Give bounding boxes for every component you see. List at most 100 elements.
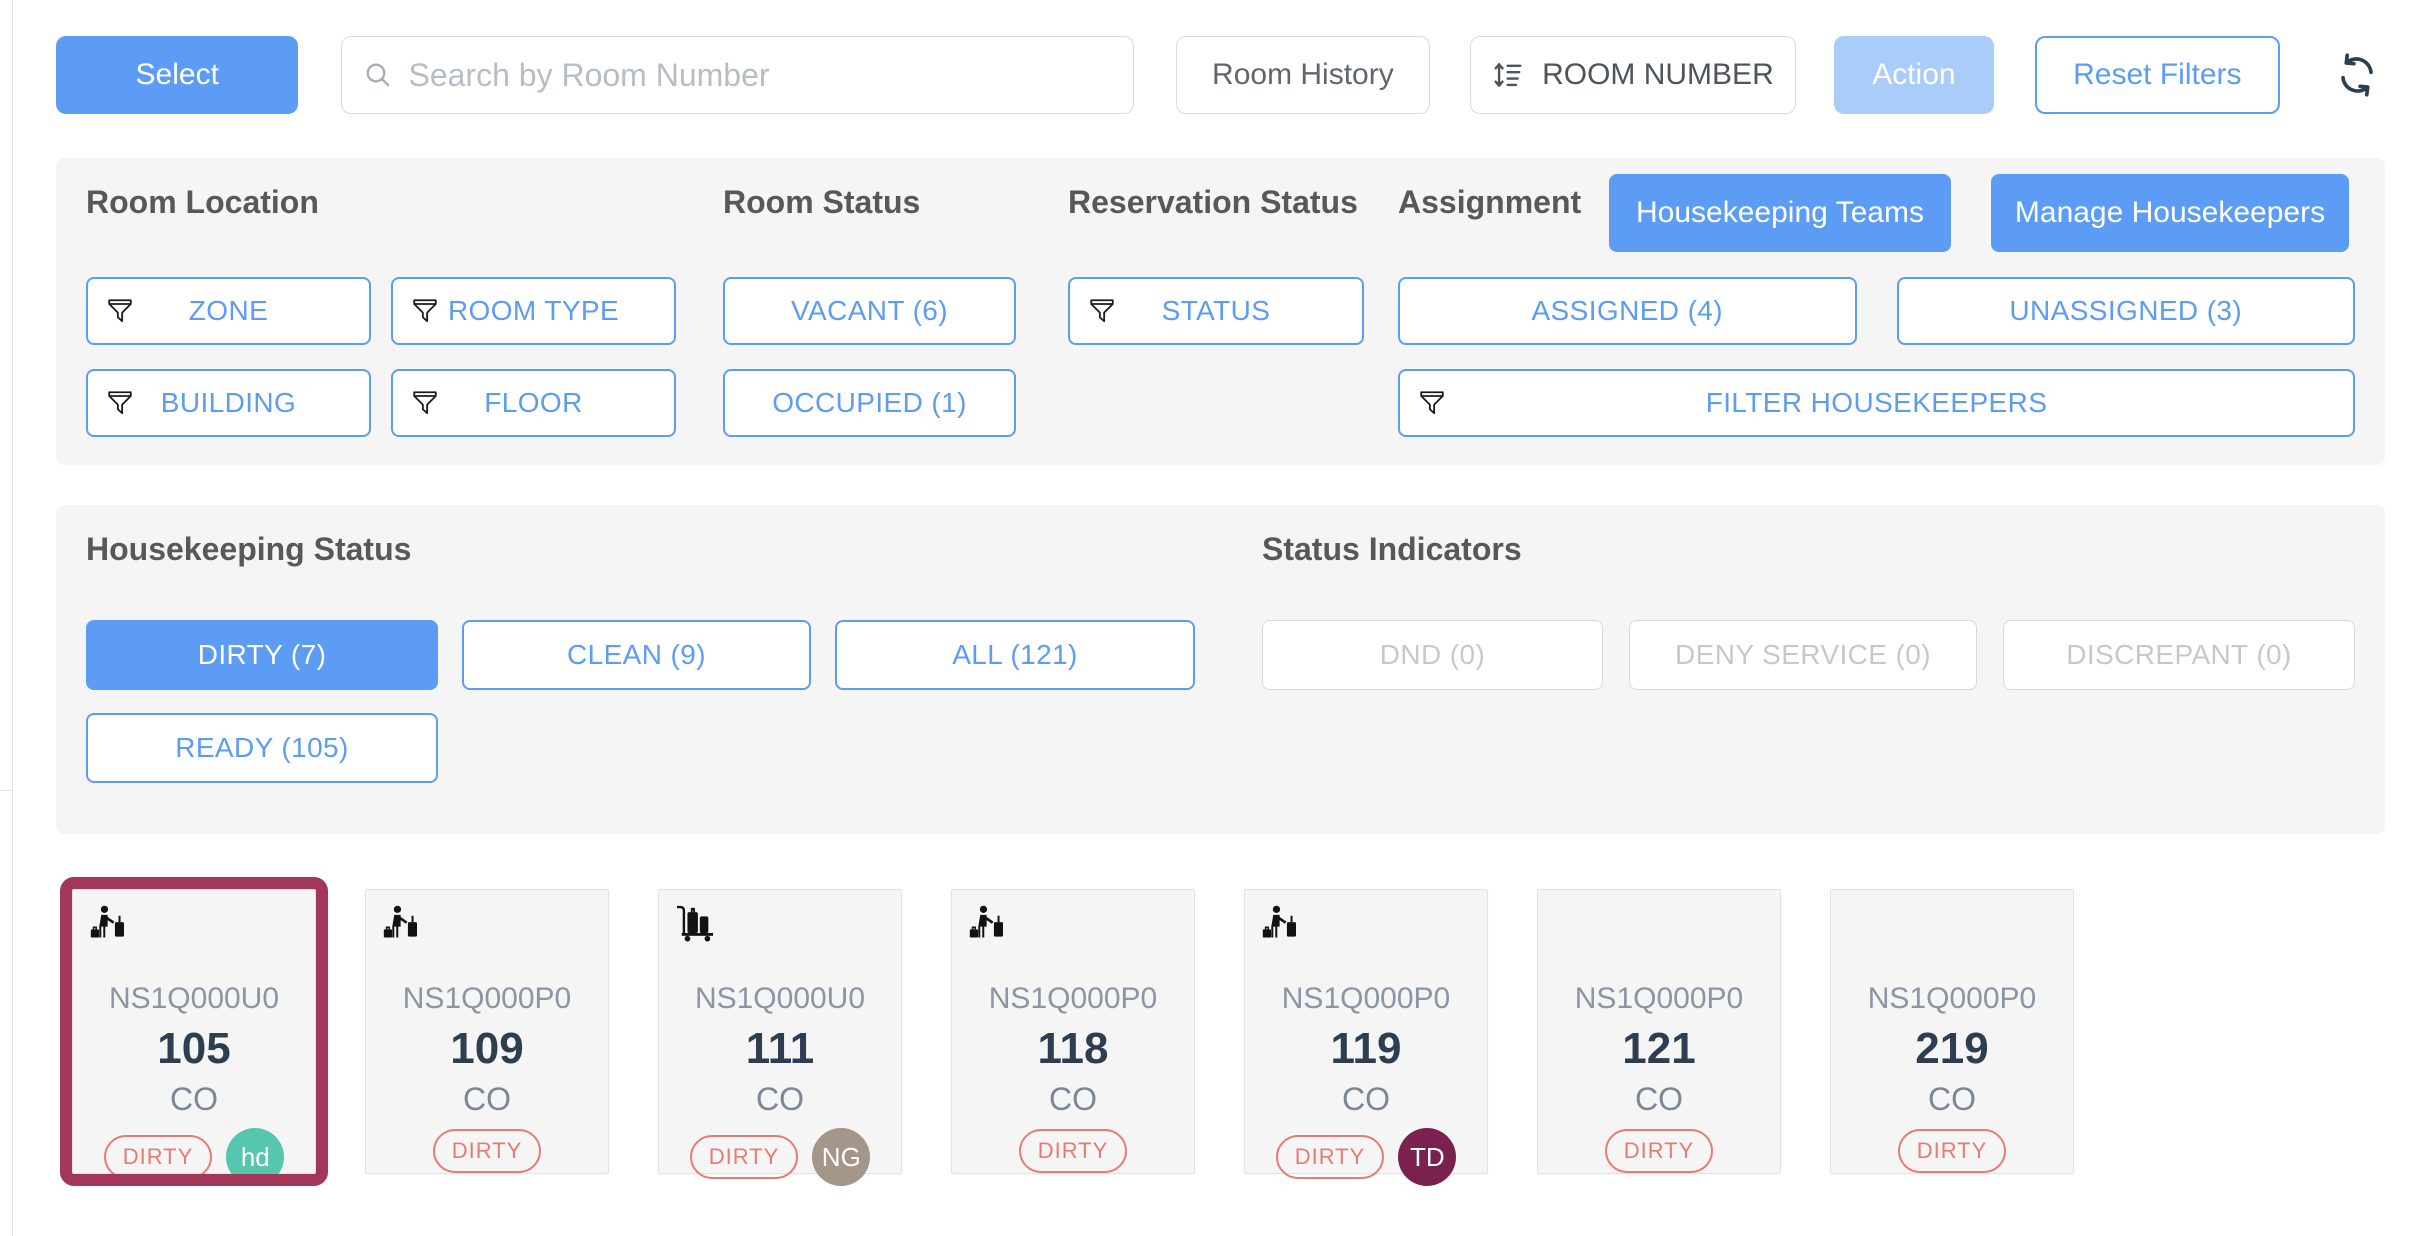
reservation-code: CO (463, 1081, 511, 1117)
search-box[interactable] (341, 36, 1134, 114)
room-type-filter-button[interactable]: ROOM TYPE (391, 277, 676, 345)
room-type-code: NS1Q000P0 (402, 982, 572, 1015)
reset-filters-button[interactable]: Reset Filters (2035, 36, 2280, 114)
assignment-title: Assignment (1398, 184, 1582, 220)
sort-label: ROOM NUMBER (1542, 58, 1774, 91)
assigned-filter-button[interactable]: ASSIGNED (4) (1398, 277, 1857, 345)
dirty-status-badge: DIRTY (689, 1135, 799, 1179)
assignment-group: Assignment ASSIGNED (4) UNASSIGNED (3) F… (1398, 184, 2355, 437)
dnd-filter-button[interactable]: DND (0) (1262, 620, 1603, 690)
dirty-status-badge: DIRTY (1275, 1135, 1385, 1179)
building-filter-button[interactable]: BUILDING (86, 369, 371, 437)
departure-guest-icon (382, 904, 422, 947)
unassigned-filter-button[interactable]: UNASSIGNED (3) (1896, 277, 2355, 345)
room-type-code: NS1Q000P0 (1574, 982, 1744, 1015)
dirty-status-badge: DIRTY (1018, 1128, 1128, 1173)
housekeeping-status-panel: Housekeeping Status DIRTY (7) CLEAN (9) … (56, 505, 2385, 834)
discrepant-filter-button[interactable]: DISCREPANT (0) (2003, 620, 2355, 690)
room-card[interactable]: NS1Q000P0 118 CO DIRTY (951, 889, 1195, 1174)
select-button[interactable]: Select (56, 36, 299, 114)
room-number: 109 (450, 1024, 524, 1073)
reservation-code: CO (170, 1081, 218, 1117)
filter-housekeepers-button[interactable]: FILTER HOUSEKEEPERS (1398, 369, 2355, 437)
dirty-status-badge: DIRTY (432, 1128, 542, 1173)
room-type-code: NS1Q000U0 (694, 982, 866, 1015)
room-card[interactable]: NS1Q000P0 109 CO DIRTY (365, 889, 609, 1174)
room-card[interactable]: NS1Q000U0 111 CO DIRTY NG (658, 889, 902, 1186)
reservation-code: CO (1049, 1081, 1097, 1117)
clean-filter-button[interactable]: CLEAN (9) (462, 620, 811, 690)
floor-filter-label: FLOOR (484, 387, 583, 418)
toolbar: Select Room History ROOM NUMBER Action R… (56, 36, 2385, 114)
filter-housekeepers-label: FILTER HOUSEKEEPERS (1705, 387, 2048, 418)
zone-filter-button[interactable]: ZONE (86, 277, 371, 345)
occupied-filter-button[interactable]: OCCUPIED (1) (723, 369, 1016, 437)
funnel-icon (411, 389, 439, 417)
room-number: 121 (1622, 1024, 1696, 1073)
room-number: 119 (1330, 1024, 1402, 1073)
card-badges: DIRTY NG (689, 1128, 871, 1186)
filters-panel: Room Location ZONE (56, 158, 2385, 465)
building-filter-label: BUILDING (160, 387, 297, 418)
funnel-icon (106, 297, 134, 325)
refresh-button[interactable] (2330, 47, 2385, 103)
zone-filter-label: ZONE (188, 295, 269, 326)
room-number: 219 (1915, 1024, 1989, 1073)
card-badges: DIRTY (1897, 1128, 2007, 1173)
housekeeping-teams-button[interactable]: Housekeeping Teams (1609, 174, 1951, 252)
departure-guest-icon (89, 904, 129, 947)
housekeeper-avatar: NG (812, 1128, 871, 1186)
room-type-filter-label: ROOM TYPE (447, 295, 620, 326)
funnel-icon (106, 389, 134, 417)
status-filter-label: STATUS (1161, 295, 1271, 326)
status-filter-button[interactable]: STATUS (1068, 277, 1364, 345)
manage-housekeepers-button[interactable]: Manage Housekeepers (1991, 174, 2349, 252)
room-type-code: NS1Q000P0 (1281, 982, 1451, 1015)
funnel-icon (411, 297, 439, 325)
vacant-filter-button[interactable]: VACANT (6) (723, 277, 1016, 345)
room-location-title: Room Location (86, 184, 319, 220)
deny-service-filter-button[interactable]: DENY SERVICE (0) (1629, 620, 1977, 690)
card-badges: DIRTY TD (1275, 1128, 1457, 1186)
dirty-status-badge: DIRTY (1897, 1128, 2007, 1173)
room-cards-row: NS1Q000U0 105 CO DIRTY hd (56, 877, 2385, 1186)
status-indicators-group: Status Indicators DND (0) DENY SERVICE (… (1262, 531, 2355, 806)
main-content: Select Room History ROOM NUMBER Action R… (14, 0, 2410, 1186)
ready-filter-button[interactable]: READY (105) (86, 713, 438, 783)
card-badges: DIRTY (1018, 1128, 1128, 1173)
room-history-button[interactable]: Room History (1175, 36, 1431, 114)
funnel-icon (1418, 389, 1446, 417)
dirty-filter-button[interactable]: DIRTY (7) (86, 620, 438, 690)
all-filter-button[interactable]: ALL (121) (835, 620, 1195, 690)
reservation-code: CO (1342, 1081, 1390, 1117)
room-card[interactable]: NS1Q000P0 219 CO DIRTY (1830, 889, 2074, 1174)
departure-guest-icon (1261, 904, 1301, 947)
card-badges: DIRTY (1604, 1128, 1714, 1173)
collapsed-sidebar-edge (0, 0, 13, 1236)
sidebar-divider (0, 790, 13, 791)
action-button[interactable]: Action (1833, 36, 1995, 114)
reservation-code: CO (1928, 1081, 1976, 1117)
room-location-group: Room Location ZONE (86, 184, 723, 437)
room-card[interactable]: NS1Q000P0 121 CO DIRTY (1537, 889, 1781, 1174)
room-status-group: Room Status VACANT (6) OCCUPIED (1) (723, 184, 1068, 437)
dirty-status-badge: DIRTY (103, 1135, 213, 1179)
funnel-icon (1088, 297, 1116, 325)
reservation-code: CO (756, 1081, 804, 1117)
reservation-code: CO (1635, 1081, 1683, 1117)
housekeeping-status-title: Housekeeping Status (86, 531, 412, 567)
search-icon (367, 63, 390, 87)
search-input[interactable] (408, 56, 1113, 94)
room-number: 118 (1037, 1024, 1109, 1073)
card-badges: DIRTY hd (103, 1128, 285, 1186)
floor-filter-button[interactable]: FLOOR (391, 369, 676, 437)
refresh-icon (2341, 53, 2374, 97)
sort-by-button[interactable]: ROOM NUMBER (1470, 36, 1796, 114)
room-card[interactable]: NS1Q000U0 105 CO DIRTY hd (60, 877, 328, 1186)
room-card[interactable]: NS1Q000P0 119 CO DIRTY TD (1244, 889, 1488, 1186)
luggage-cart-icon (675, 904, 717, 947)
room-number: 111 (745, 1024, 815, 1073)
housekeeping-status-group: Housekeeping Status DIRTY (7) CLEAN (9) … (86, 531, 1262, 806)
room-type-code: NS1Q000P0 (1867, 982, 2037, 1015)
